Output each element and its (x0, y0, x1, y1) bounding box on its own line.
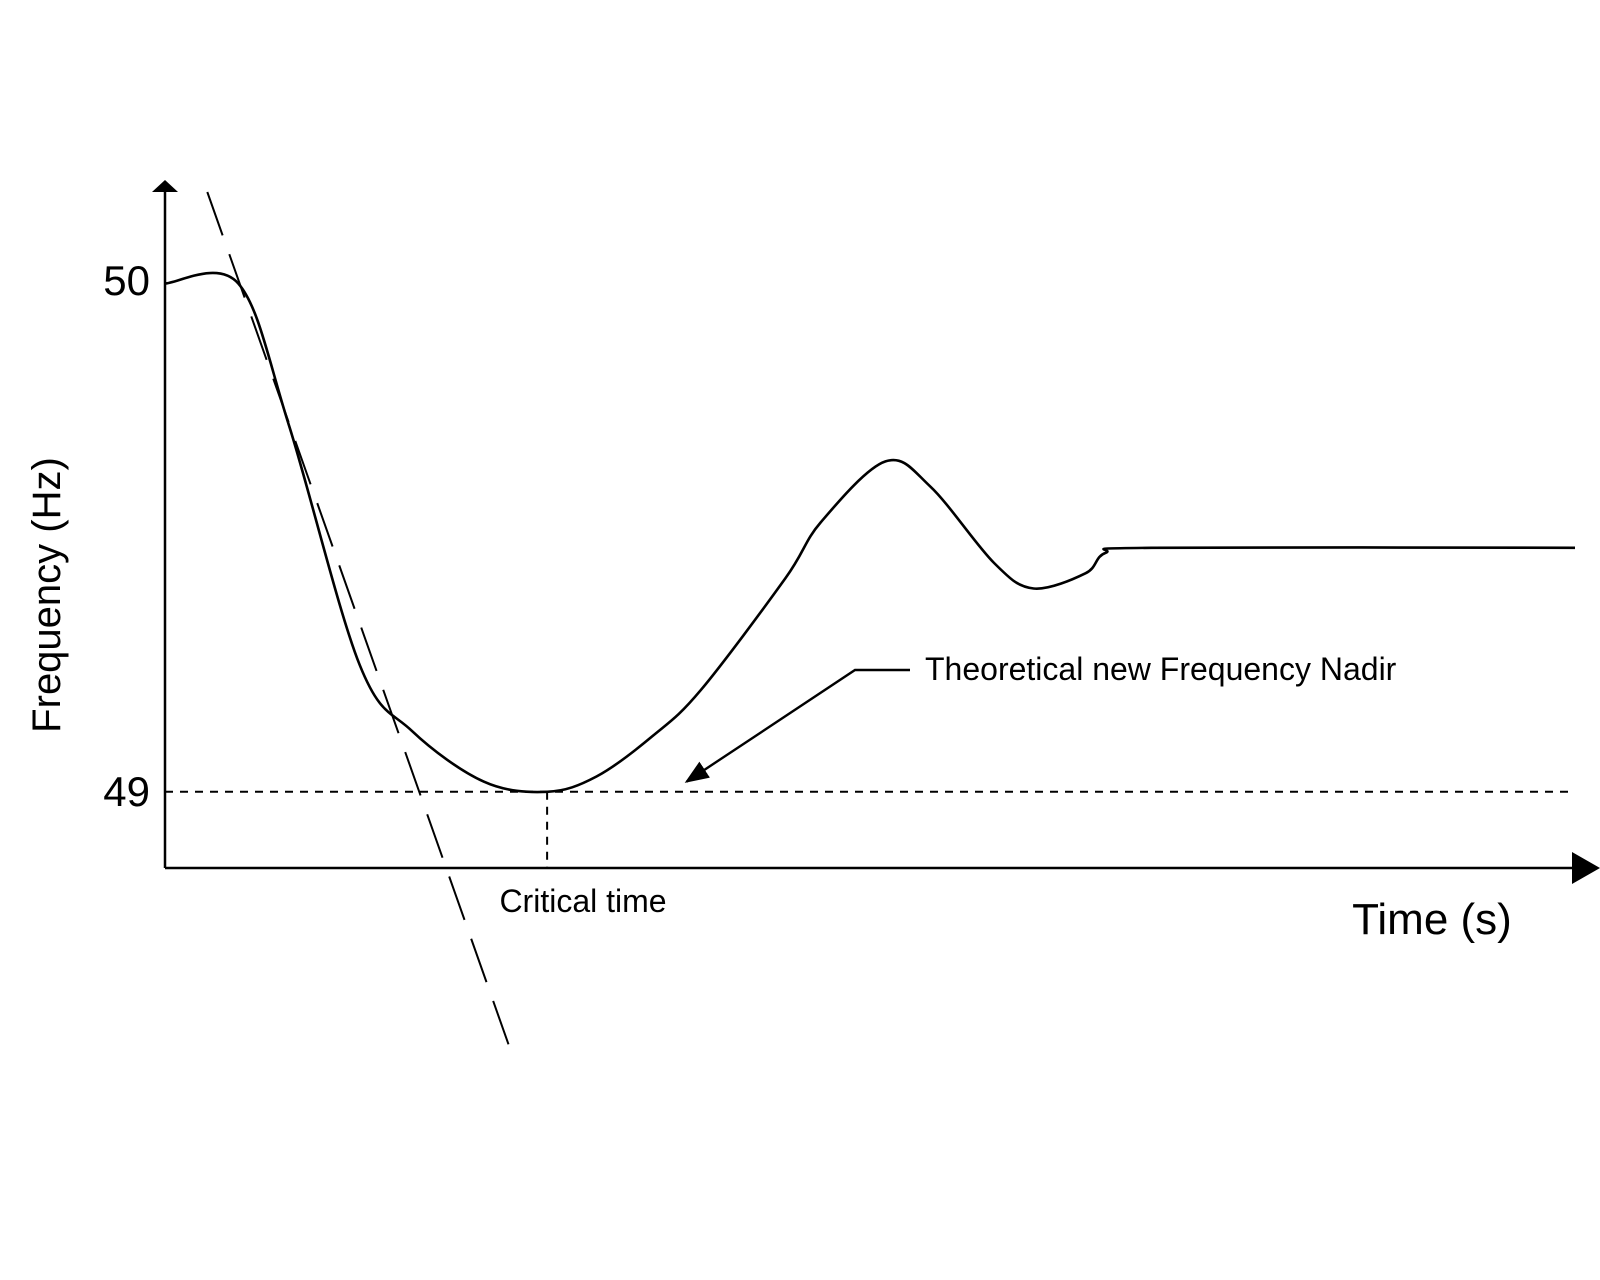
y-axis-label: Frequency (Hz) (25, 457, 69, 733)
y-axis-arrow-icon (152, 180, 178, 192)
y-tick-label-50: 50 (103, 257, 150, 304)
tangent-line (206, 191, 510, 1047)
nadir-annotation-label: Theoretical new Frequency Nadir (925, 651, 1397, 687)
x-axis-arrow-icon (1572, 852, 1600, 884)
critical-time-label: Critical time (499, 883, 666, 919)
nadir-annotation-arrow (684, 668, 910, 783)
y-tick-label-49: 49 (103, 768, 150, 815)
frequency-response-line (164, 271, 1576, 794)
x-axis-label: Time (s) (1352, 895, 1512, 944)
